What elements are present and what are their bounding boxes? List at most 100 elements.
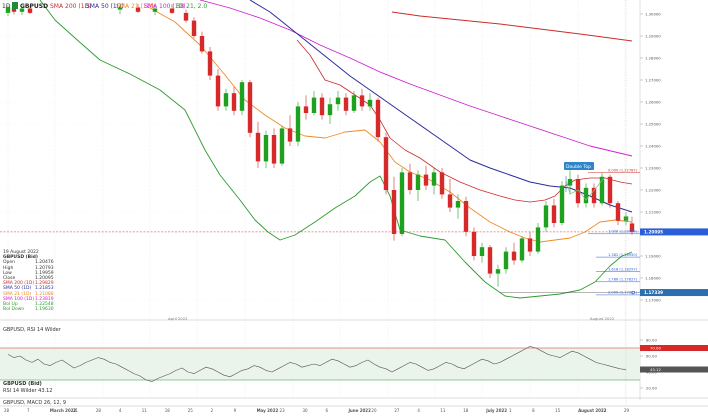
candle-bearish[interactable] (303, 106, 309, 113)
candle-bearish[interactable] (247, 82, 253, 133)
double-top-label: Double Top (566, 164, 591, 170)
legend-sma21[interactable]: SMA 21 (1D) (116, 3, 154, 10)
candle-bearish[interactable] (191, 20, 197, 36)
candle-bearish[interactable] (207, 51, 213, 76)
candle-bullish[interactable] (5, 7, 11, 13)
candle-bearish[interactable] (575, 179, 581, 204)
candle-bullish[interactable] (535, 227, 541, 252)
candle-bullish[interactable] (495, 269, 501, 274)
candle-bearish[interactable] (527, 238, 533, 252)
legend-sma50[interactable]: SMA 50 (1D) (86, 3, 124, 10)
data-window-date: 19 August 2022 (3, 250, 39, 255)
legend-sma200[interactable]: SMA 200 (1D) (50, 3, 92, 10)
candle-bullish[interactable] (455, 201, 461, 208)
candle-bearish[interactable] (407, 172, 413, 190)
price-tick-label: 1.27000 (645, 78, 661, 83)
candle-bearish[interactable] (607, 176, 613, 204)
candle-bullish[interactable] (479, 247, 485, 256)
symbol-label[interactable]: GBPUSD (20, 3, 49, 10)
data-window-row: SMA 21 (1D) 1.21088 (3, 292, 73, 297)
candle-bullish[interactable] (311, 97, 317, 113)
rsi-70-label: 70.00 (650, 346, 661, 351)
bollinger-lower-band (39, 0, 633, 299)
candle-bullish[interactable] (415, 174, 421, 190)
candle-bullish[interactable] (559, 185, 565, 223)
legend-bb[interactable]: BB 21, 2.0 (176, 3, 208, 10)
candle-bearish[interactable] (255, 132, 261, 162)
candle-bearish[interactable] (169, 8, 175, 13)
candle-bearish[interactable] (471, 231, 477, 256)
candle-bearish[interactable] (511, 251, 517, 261)
candle-bearish[interactable] (629, 223, 635, 232)
candle-bearish[interactable] (215, 75, 221, 107)
candle-bullish[interactable] (519, 238, 525, 261)
low-marker-circle[interactable] (631, 290, 635, 295)
candle-bearish[interactable] (447, 194, 453, 208)
time-axis-label: 11 (440, 408, 446, 413)
candle-bearish[interactable] (319, 97, 325, 116)
legend-sma100[interactable]: SMA 100 (1D) (144, 3, 186, 10)
time-axis-major-label: May 2022 (257, 408, 279, 413)
candle-bearish[interactable] (463, 201, 469, 232)
candle-bearish[interactable] (199, 36, 205, 52)
data-window-row: SMA 200 (1D) 1.29829 (3, 281, 73, 286)
data-window-row: Open 1.20476 (3, 260, 73, 265)
candle-bullish[interactable] (431, 172, 437, 186)
candle-bullish[interactable] (399, 172, 405, 234)
time-axis-major-label: June 2022 (347, 408, 371, 413)
candle-bearish[interactable] (287, 128, 293, 142)
price-tick-label: 1.29000 (645, 34, 661, 39)
candle-bearish[interactable] (551, 205, 557, 223)
low-marker-label: 1.17339 (644, 290, 663, 295)
candle-bullish[interactable] (295, 106, 301, 142)
candle-bullish[interactable] (263, 135, 269, 162)
price-tick-label: 1.26000 (645, 100, 661, 105)
candle-bullish[interactable] (117, 7, 123, 10)
double-top-callout[interactable] (564, 162, 594, 170)
candle-bearish[interactable] (135, 7, 141, 12)
candle-bullish[interactable] (503, 251, 509, 270)
candle-bullish[interactable] (152, 8, 158, 12)
time-axis-label: 15 (555, 408, 561, 413)
fib-level-label: 1.382 (1.18950) (608, 253, 638, 257)
candle-bearish[interactable] (423, 174, 429, 186)
candle-bullish[interactable] (239, 82, 245, 111)
candle-bullish[interactable] (351, 95, 357, 111)
time-axis-label: 1 (509, 408, 512, 413)
candle-bullish[interactable] (543, 205, 549, 228)
candle-bearish[interactable] (27, 8, 33, 13)
candle-bearish[interactable] (231, 93, 237, 111)
time-axis-label: 6 (325, 408, 328, 413)
candle-bullish[interactable] (599, 176, 605, 204)
candle-bullish[interactable] (567, 179, 573, 186)
rsi-tick-label: 80.00 (646, 338, 657, 343)
candle-bearish[interactable] (11, 7, 17, 12)
candle-bearish[interactable] (439, 172, 445, 195)
candle-bearish[interactable] (271, 135, 277, 164)
candle-bearish[interactable] (343, 97, 349, 111)
candle-bullish[interactable] (335, 97, 341, 105)
candle-bearish[interactable] (359, 95, 365, 107)
candle-bearish[interactable] (615, 203, 621, 221)
data-window-row: SMA 100 (1D) 1.23819 (3, 297, 73, 302)
low-marker-badge (640, 289, 708, 297)
data-window-row-value: 1.21853 (35, 286, 54, 292)
candle-bearish[interactable] (487, 247, 493, 274)
double-top-pattern (565, 177, 605, 201)
candle-bullish[interactable] (19, 8, 25, 12)
candle-bearish[interactable] (591, 187, 597, 204)
timeframe-label[interactable]: 1D (2, 3, 11, 10)
candle-bullish[interactable] (279, 128, 285, 164)
data-window-row: Low 1.19959 (3, 271, 73, 276)
candle-bearish[interactable] (391, 190, 397, 234)
candle-bearish[interactable] (383, 137, 389, 190)
candle-bullish[interactable] (367, 99, 373, 107)
candle-bullish[interactable] (223, 93, 229, 107)
candle-bearish[interactable] (375, 99, 381, 138)
data-window-row-value: 1.21088 (35, 291, 54, 297)
candle-bullish[interactable] (583, 187, 589, 204)
candle-bullish[interactable] (327, 104, 333, 116)
price-tick-label: 1.22000 (645, 188, 661, 193)
candle-bearish[interactable] (183, 12, 189, 21)
